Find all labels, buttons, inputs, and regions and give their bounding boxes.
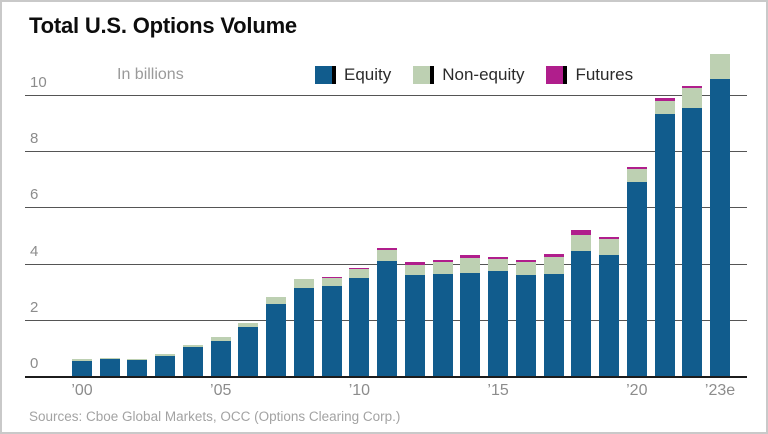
bar-2008-equity [293, 288, 314, 376]
bar-2015-non-equity [488, 259, 509, 271]
bar-2021-equity [654, 114, 675, 376]
y-axis-label-8: 8 [30, 130, 39, 148]
bar-2002-equity [127, 359, 148, 376]
bar-2010-futures [349, 267, 370, 270]
y-axis-label-4: 4 [30, 242, 39, 260]
bar-2017-equity [543, 273, 564, 376]
bar-2012-non-equity [404, 264, 425, 275]
bar-2009-non-equity [321, 277, 342, 287]
bar-2013-equity [432, 273, 453, 376]
bar-2020-futures [626, 166, 647, 170]
bar-2005-non-equity [210, 336, 231, 341]
gridline-8 [25, 151, 747, 153]
bar-2016-non-equity [515, 262, 536, 276]
bar-2021-non-equity [654, 100, 675, 115]
bar-2003-equity [155, 355, 176, 376]
source-note: Sources: Cboe Global Markets, OCC (Optio… [29, 409, 401, 424]
x-axis-label-2015: ’15 [487, 382, 509, 399]
x-axis-label-2020: ’20 [626, 382, 648, 399]
bar-2015-futures [488, 256, 509, 260]
bar-2007-equity [266, 304, 287, 376]
y-axis-label-0: 0 [30, 355, 39, 372]
bar-2018-equity [571, 250, 592, 376]
equity-swatch-icon [315, 66, 336, 84]
bar-2013-futures [432, 260, 453, 263]
bar-2016-futures [515, 259, 536, 263]
bar-2015-equity [488, 270, 509, 376]
bar-2013-non-equity [432, 262, 453, 274]
legend-label-equity: Equity [344, 65, 392, 84]
x-axis-label-2005: ’05 [210, 382, 232, 399]
legend-item-non-equity: Non-equity [413, 65, 524, 85]
bar-2014-futures [460, 255, 481, 258]
bar-2000-non-equity [72, 359, 92, 361]
bar-2006-non-equity [238, 323, 259, 328]
unit-note: In billions [117, 66, 184, 83]
bar-2004-non-equity [182, 345, 203, 348]
bar-2010-non-equity [349, 269, 370, 279]
bar-2002-non-equity [127, 358, 148, 360]
bar-2022-futures [682, 86, 703, 89]
bar-2003-non-equity [155, 354, 176, 356]
bar-2001-non-equity [99, 357, 120, 360]
bar-2001-equity [99, 359, 120, 376]
bar-2022-equity [682, 107, 703, 376]
legend-label-futures: Futures [575, 65, 634, 84]
bar-2011-futures [377, 248, 398, 251]
bar-2020-equity [626, 182, 647, 376]
bar-2016-equity [515, 275, 536, 376]
x-axis-label-2000: ’00 [71, 382, 93, 399]
gridline-6 [25, 207, 747, 209]
bar-2022-non-equity [682, 88, 703, 108]
bar-2011-non-equity [377, 250, 398, 261]
legend: Equity Non-equity Futures [315, 65, 633, 85]
non-equity-swatch-icon [413, 66, 435, 84]
legend-item-futures: Futures [546, 65, 633, 85]
bar-2018-futures [571, 230, 592, 235]
bar-2019-equity [599, 254, 620, 376]
x-axis-label-2010: ’10 [348, 382, 371, 399]
bar-2011-equity [377, 260, 398, 376]
bar-2019-futures [599, 237, 620, 240]
bar-2023e-equity [710, 79, 731, 376]
bar-2017-non-equity [543, 256, 564, 274]
chart-title: Total U.S. Options Volume [29, 13, 297, 38]
x-axis-baseline [25, 376, 747, 378]
bar-2018-non-equity [571, 234, 592, 251]
bar-2019-non-equity [599, 239, 620, 255]
bar-2017-futures [543, 254, 564, 257]
y-axis-label-2: 2 [30, 298, 39, 316]
bar-2007-non-equity [266, 297, 287, 305]
bar-2009-futures [321, 276, 342, 278]
bar-2009-equity [321, 286, 342, 376]
bar-2020-non-equity [626, 169, 647, 183]
y-axis-label-10: 10 [30, 74, 47, 91]
x-axis-label-2023e: ’23e [704, 382, 736, 399]
bar-2005-equity [210, 340, 231, 376]
bar-2023e-non-equity [710, 54, 731, 80]
bar-2021-futures [654, 98, 675, 101]
bar-2004-equity [182, 347, 203, 376]
bar-2014-equity [460, 273, 481, 376]
bar-2010-equity [349, 278, 370, 376]
y-axis-label-6: 6 [30, 186, 39, 204]
futures-swatch-icon [546, 66, 568, 84]
bar-2000-equity [72, 360, 92, 376]
bar-2006-equity [238, 327, 259, 376]
bar-2012-futures [404, 262, 425, 265]
legend-item-equity: Equity [315, 65, 391, 85]
bar-2008-non-equity [293, 279, 314, 289]
legend-label-non-equity: Non-equity [442, 65, 525, 84]
bar-2014-non-equity [460, 257, 481, 274]
bar-2012-equity [404, 274, 425, 376]
gridline-10 [25, 95, 747, 96]
